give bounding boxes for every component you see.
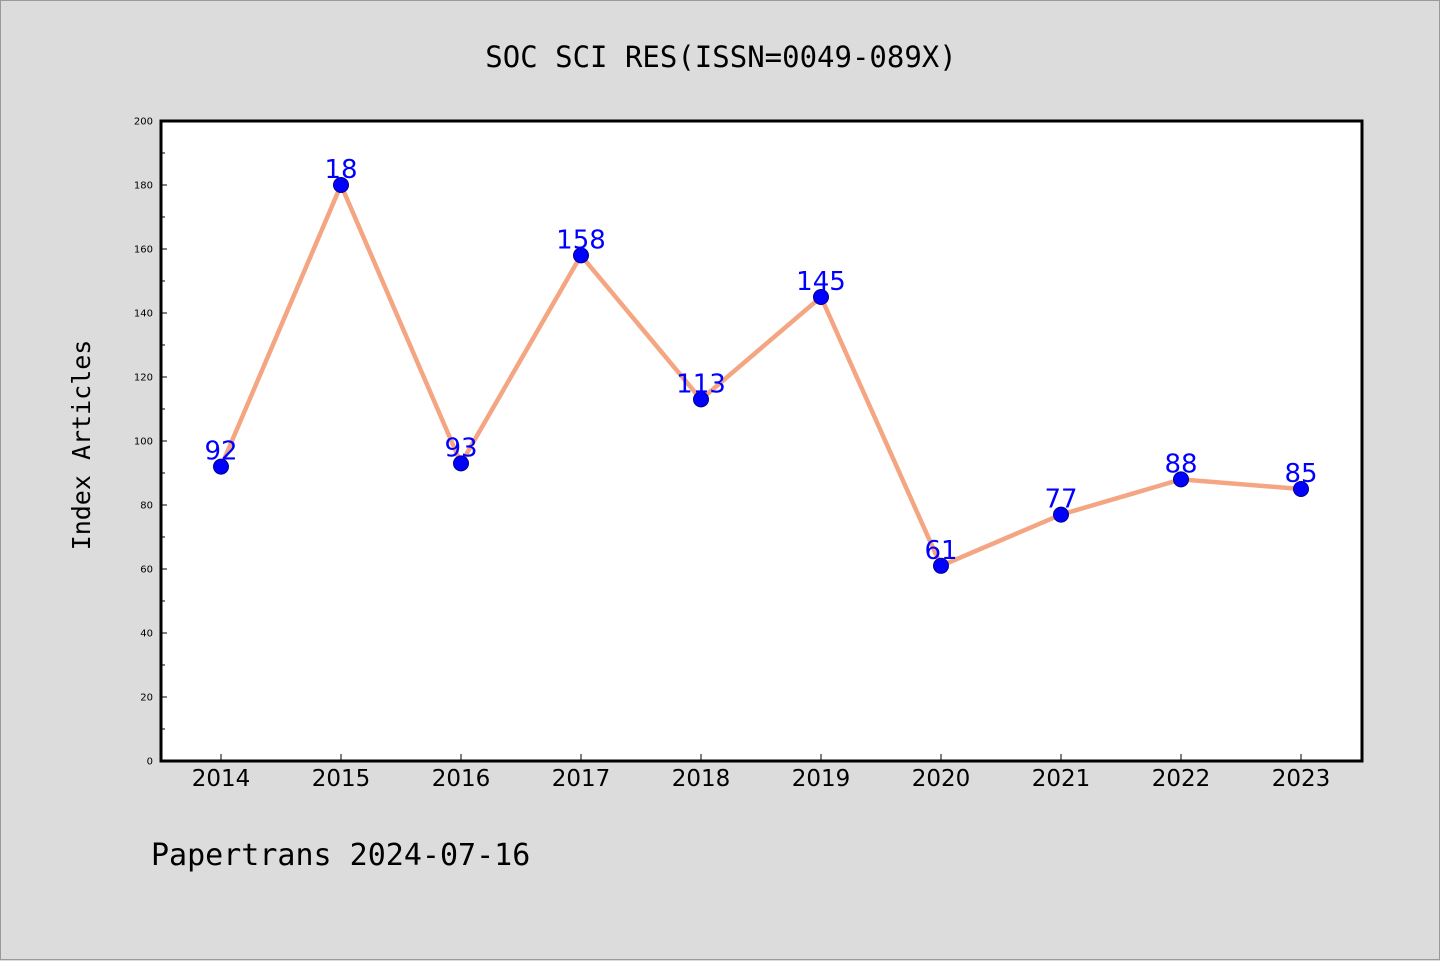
data-label: 85: [1284, 459, 1317, 489]
data-label: 18: [324, 155, 357, 185]
chart-title: SOC SCI RES(ISSN=0049-089X): [485, 40, 956, 74]
x-tick-label: 2014: [192, 766, 251, 792]
y-tick-label: 140: [134, 309, 153, 320]
y-tick-label: 160: [134, 245, 153, 256]
data-point: [693, 391, 709, 408]
x-axis: 2014 2015 2016 2017 2018 2019 2020 2021 2022 2023: [192, 754, 1331, 792]
data-label: 88: [1164, 449, 1197, 479]
plot-border: [159, 119, 1364, 763]
data-point: [573, 247, 589, 264]
y-tick-label: 80: [140, 501, 153, 512]
data-labels: 92 18 93 158 113 145 61 77 88 85: [204, 155, 1317, 566]
data-label: 145: [796, 267, 846, 297]
data-label: 92: [204, 437, 237, 467]
data-point: [933, 557, 949, 574]
x-tick-label: 2016: [432, 766, 491, 792]
y-tick-label: 120: [134, 373, 153, 384]
data-label: 113: [676, 369, 726, 399]
x-tick-label: 2017: [552, 766, 611, 792]
x-tick-label: 2019: [792, 766, 851, 792]
x-tick-label: 2021: [1032, 766, 1091, 792]
x-tick-label: 2020: [912, 766, 971, 792]
x-tick-label: 2023: [1272, 766, 1331, 792]
y-tick-label: 200: [134, 117, 153, 128]
data-point: [213, 458, 229, 475]
y-tick-label: 100: [134, 437, 153, 448]
data-point: [1173, 471, 1189, 488]
footer-credit: Papertrans 2024-07-16: [151, 838, 530, 873]
y-tick-label: 60: [140, 565, 153, 576]
data-label: 93: [444, 433, 477, 463]
y-tick-label: 180: [134, 181, 153, 192]
data-point: [813, 289, 829, 305]
plot-area: [161, 121, 1362, 761]
data-point: [333, 177, 349, 193]
y-tick-label: 20: [140, 693, 153, 704]
x-tick-label: 2018: [672, 766, 731, 792]
data-label: 158: [556, 225, 606, 255]
series-line: [218, 179, 1302, 569]
data-point: [1293, 481, 1309, 497]
y-axis: 0 20 40 60 80 100 120 140 160 180 200: [134, 117, 167, 768]
data-label: 77: [1044, 485, 1077, 515]
data-point: [453, 455, 469, 472]
series-layer: [213, 177, 1309, 574]
x-tick-label: 2015: [312, 766, 371, 792]
data-label: 61: [924, 536, 957, 566]
y-tick-label: 0: [147, 757, 153, 768]
y-axis-title: Index Articles: [67, 340, 96, 551]
x-tick-label: 2022: [1152, 766, 1211, 792]
data-point: [1053, 506, 1069, 523]
y-tick-label: 40: [140, 629, 153, 640]
